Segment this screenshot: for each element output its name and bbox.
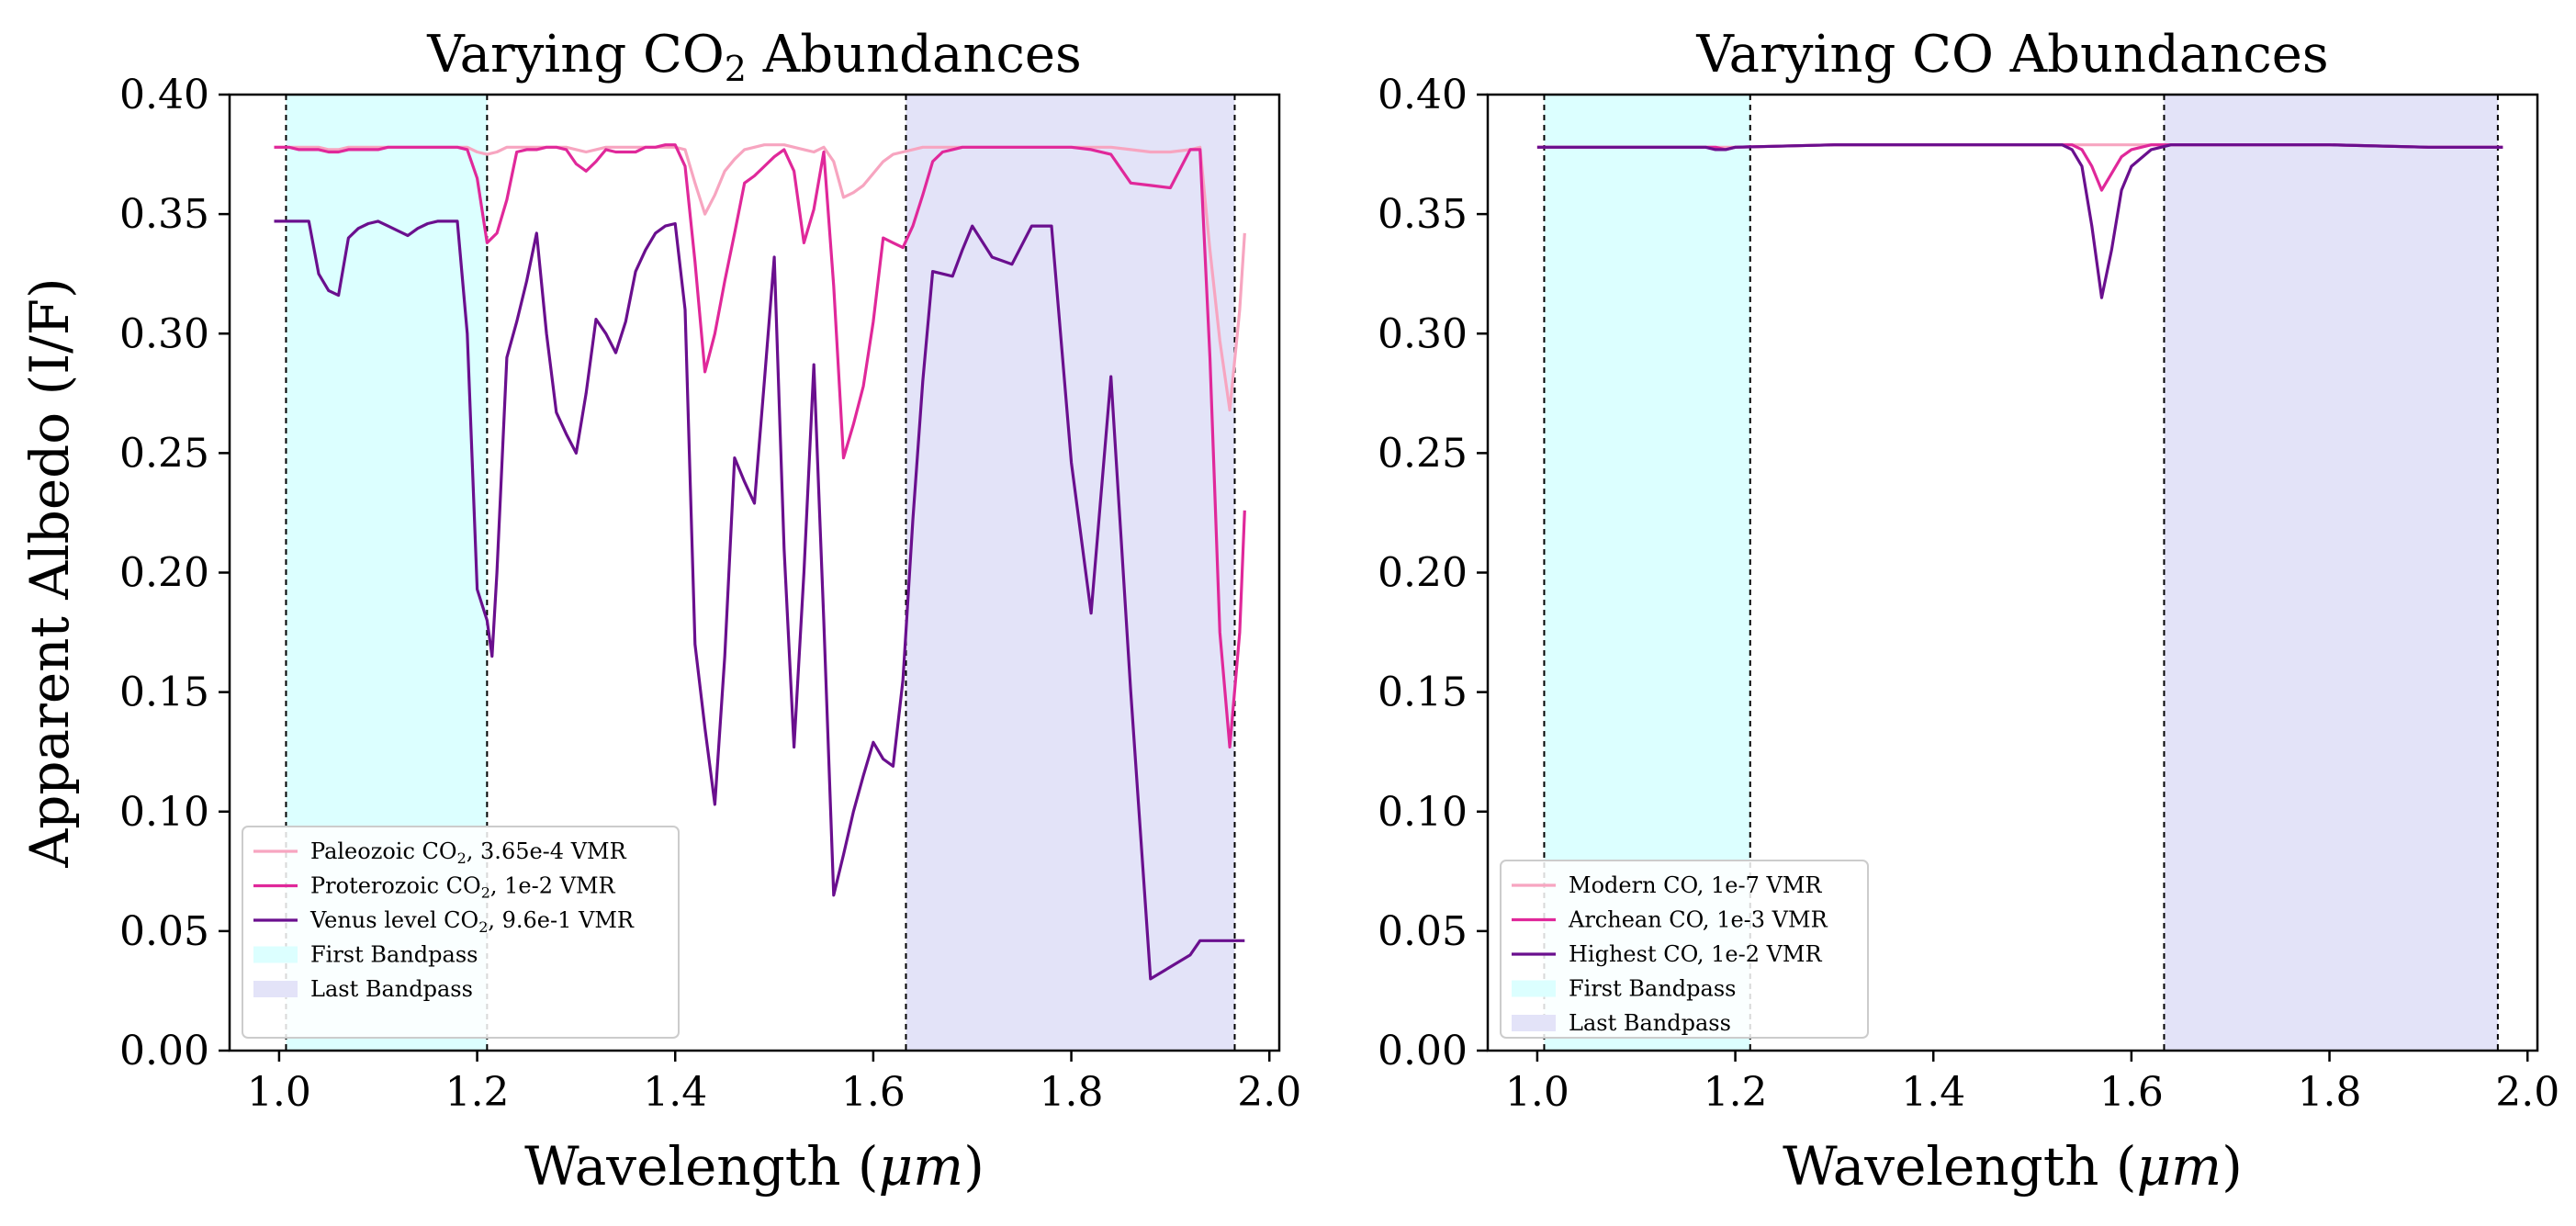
y-tick-label: 0.15 xyxy=(1378,669,1468,716)
chart-panel-2: 1.0 1.2 1.4 1.6 1.8 2.0 0.00 0.05 0.10 0.15 0.20 0.… xyxy=(1378,25,2559,1198)
x-tick-label: 2.0 xyxy=(2495,1069,2559,1116)
x-tick-label: 1.0 xyxy=(247,1069,311,1116)
x-tick-label: 1.6 xyxy=(841,1069,906,1116)
y-tick-label: 0.20 xyxy=(1378,550,1468,597)
legend-patch-swatch xyxy=(1512,980,1556,997)
y-tick-label: 0.20 xyxy=(119,550,209,597)
x-axis-label: Wavelength (μm) xyxy=(524,1135,984,1198)
legend-patch-swatch xyxy=(1512,1015,1556,1031)
x-tick-label: 2.0 xyxy=(1237,1069,1301,1116)
y-tick-label: 0.40 xyxy=(1378,72,1468,118)
x-tick-label: 1.4 xyxy=(1901,1069,1965,1116)
x-tick-label: 1.2 xyxy=(445,1069,510,1116)
y-tick-label: 0.00 xyxy=(1378,1028,1468,1074)
y-tick-label: 0.25 xyxy=(1378,430,1468,477)
series-line-3 xyxy=(1536,143,2503,299)
y-tick-label: 0.10 xyxy=(119,789,209,836)
chart-title: Varying CO Abundances xyxy=(1695,25,2328,84)
y-tick-label: 0.15 xyxy=(119,669,209,716)
y-tick-label: 0.35 xyxy=(1378,191,1468,238)
x-tick-label: 1.8 xyxy=(1040,1069,1104,1116)
x-tick-label: 1.8 xyxy=(2298,1069,2362,1116)
y-tick-label: 0.30 xyxy=(1378,310,1468,357)
legend-box xyxy=(1500,860,1869,1039)
series-group xyxy=(1536,143,2503,299)
y-tick-label: 0.00 xyxy=(119,1028,209,1074)
y-tick-label: 0.05 xyxy=(119,908,209,955)
legend-label: First Bandpass xyxy=(310,942,478,968)
legend-label: Venus level CO2, 9.6e-1 VMR xyxy=(309,907,635,936)
y-tick-label: 0.05 xyxy=(1378,908,1468,955)
bandpass-region-last xyxy=(906,95,1235,1051)
x-tick-label: 1.2 xyxy=(1704,1069,1768,1116)
y-axis-label: Apparent Albedo (I/F) xyxy=(18,277,81,868)
y-tick-label: 0.35 xyxy=(119,191,209,238)
x-tick-label: 1.0 xyxy=(1505,1069,1569,1116)
y-tick-label: 0.40 xyxy=(119,72,209,118)
legend: Modern CO, 1e-7 VMR Archean CO, 1e-3 VMR H… xyxy=(1500,860,1869,1039)
x-tick-label: 1.4 xyxy=(643,1069,707,1116)
legend-label: Proterozoic CO2, 1e-2 VMR xyxy=(310,873,616,902)
y-tick-label: 0.25 xyxy=(119,430,209,477)
series-group xyxy=(274,143,1246,981)
legend-box xyxy=(242,826,680,1039)
legend-label: Modern CO, 1e-7 VMR xyxy=(1569,872,1822,898)
bandpass-region-last xyxy=(2164,95,2498,1051)
y-tick-label: 0.30 xyxy=(119,310,209,357)
legend-label: Archean CO, 1e-3 VMR xyxy=(1568,907,1828,933)
legend-label: Last Bandpass xyxy=(1569,1010,1731,1036)
chart-panel-1: 1.0 1.2 1.4 1.6 1.8 2.0 0.00 0.05 0.10 0.15 0.20 0.… xyxy=(18,25,1301,1198)
legend: Paleozoic CO2, 3.65e-4 VMR Proterozoic CO… xyxy=(242,826,680,1039)
legend-label: Highest CO, 1e-2 VMR xyxy=(1569,941,1822,967)
y-tick-label: 0.10 xyxy=(1378,789,1468,836)
legend-label: Last Bandpass xyxy=(310,976,473,1002)
series-line-3 xyxy=(274,219,1245,981)
legend-patch-swatch xyxy=(253,946,298,963)
series-line-2 xyxy=(274,143,1246,749)
chart-title: Varying CO2 Abundances xyxy=(426,25,1081,89)
legend-label: Paleozoic CO2, 3.65e-4 VMR xyxy=(310,838,627,867)
x-axis-label: Wavelength (μm) xyxy=(1783,1135,2243,1198)
legend-label: First Bandpass xyxy=(1569,976,1736,1002)
x-tick-label: 1.6 xyxy=(2099,1069,2164,1116)
legend-patch-swatch xyxy=(253,981,298,997)
